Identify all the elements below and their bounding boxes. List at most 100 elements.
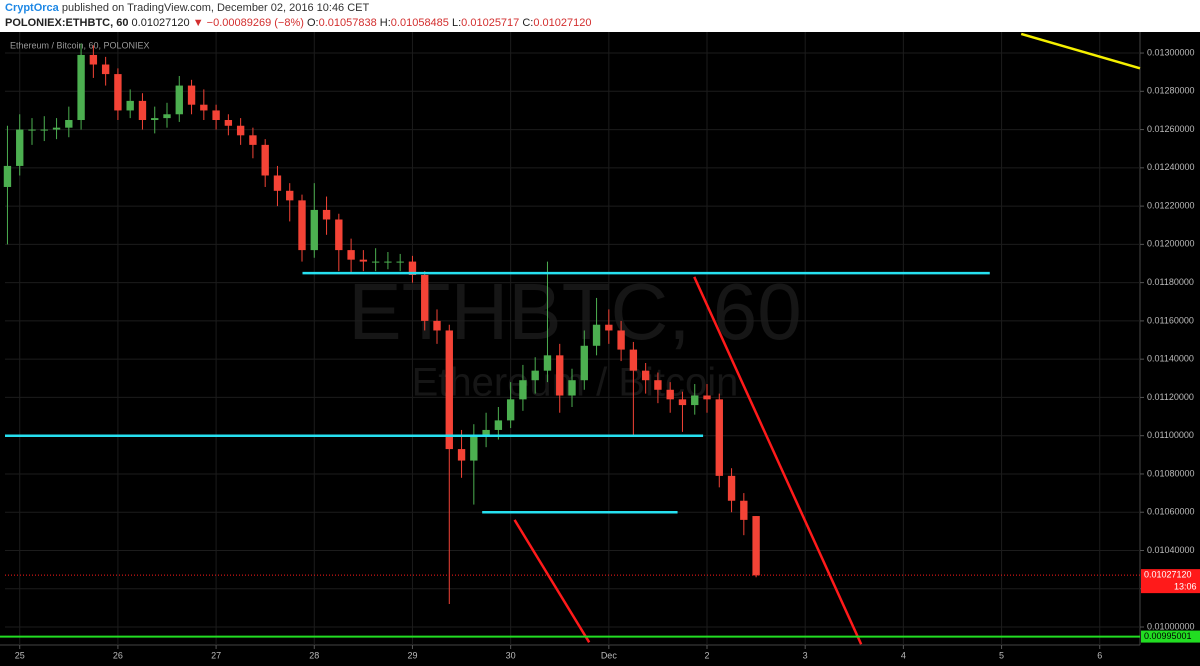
candle-body [703,395,711,400]
candle-body [445,330,453,450]
price-label: 0.01027120 [1144,570,1192,580]
author: CryptOrca [5,2,60,14]
x-tick-label: 5 [999,650,1004,660]
y-tick-label: 0.01100000 [1147,430,1194,440]
header-bg [0,0,1200,32]
candle-body [151,118,159,121]
candle-body [641,370,650,381]
arrow: ▼ [193,17,204,29]
quote-line: POLONIEX:ETHBTC, 60 0.01027120 ▼ −0.0008… [5,17,591,29]
candle-body [65,120,73,128]
candle-body [138,100,147,121]
candle-body [678,399,687,406]
y-tick-label: 0.01120000 [1147,392,1194,402]
candle-body [77,54,85,121]
candle-body [740,500,748,520]
y-tick-label: 0.01300000 [1147,47,1195,57]
candle-body [322,209,331,220]
high: 0.01058485 [391,17,449,29]
candle-body [691,395,699,406]
candle-body [433,320,441,331]
candle-body [654,380,662,390]
candle-body [752,516,760,576]
candle-body [605,324,613,331]
candle-body [617,330,625,350]
green-line-box [1141,630,1200,643]
y-tick-label: 0.01080000 [1147,468,1195,478]
candle-body [286,190,294,201]
high-label: H: [380,17,391,29]
candle-body [101,64,110,75]
candle-body [114,74,122,111]
candle-body [347,250,355,260]
y-tick-label: 0.01000000 [1147,621,1195,631]
low: 0.01025717 [461,17,519,29]
candle-body [457,449,466,461]
candle-body [592,324,601,346]
candle-body [187,85,196,105]
open: 0.01057838 [319,17,377,29]
candle-body [396,261,404,263]
candle-body [261,144,269,176]
green-line-label: 0.00995001 [1144,631,1192,641]
candle-body [224,120,233,126]
open-label: O: [307,17,319,29]
chart-bg [0,32,1200,666]
candle-body [531,370,539,381]
candle-body [310,209,318,251]
trend-line [693,276,863,645]
candle-body [126,100,134,111]
candle-body [40,129,48,131]
candle-body [580,345,588,381]
y-tick-label: 0.01160000 [1147,315,1194,325]
candle-body [175,85,183,115]
candle-body [666,389,674,400]
x-tick-label: 30 [506,650,516,660]
x-tick-label: 27 [211,650,221,660]
candle-body [519,380,527,400]
y-tick-label: 0.01200000 [1147,239,1195,249]
y-tick-label: 0.01220000 [1147,200,1195,210]
candle-body [212,110,220,121]
watermark-symbol: ETHBTC, 60 [348,267,801,356]
header: CryptOrca published on TradingView.com, … [5,2,591,29]
candle-body [16,129,24,166]
candle-body [727,475,736,501]
symbol: POLONIEX:ETHBTC, 60 [5,17,128,29]
trend-line [513,519,591,643]
x-tick-label: 29 [407,650,417,660]
y-tick-label: 0.01280000 [1147,86,1195,96]
candle-body [384,261,392,263]
candle-body [371,261,380,263]
y-tick-label: 0.01060000 [1147,507,1195,517]
x-tick-label: 3 [803,650,808,660]
candle-body [543,355,552,371]
legend-label: Ethereum / Bitcoin, 60, POLONIEX [10,40,150,50]
x-tick-label: 4 [901,650,906,660]
candle-body [482,429,490,436]
candle-body [421,274,429,321]
y-tick-label: 0.01240000 [1147,162,1195,172]
candle-body [200,104,208,111]
x-tick-label: Dec [601,650,618,660]
candle-body [163,114,171,119]
candle-body [89,54,98,65]
candle-body [3,165,12,187]
x-tick-label: 6 [1097,650,1102,660]
candle-body [470,435,478,461]
candle-body [494,420,503,430]
candle-body [335,219,343,251]
close: 0.01027120 [533,17,591,29]
y-tick-label: 0.01260000 [1147,124,1195,134]
published: published on TradingView.com, December 0… [62,2,370,14]
countdown-label: 13:06 [1174,582,1197,592]
candle-body [715,399,723,476]
candle-body [568,380,576,396]
candle-body [273,175,282,191]
y-tick-label: 0.01140000 [1147,354,1194,364]
last: 0.01027120 [132,17,190,29]
close-label: C: [522,17,533,29]
candle-body [408,261,417,275]
